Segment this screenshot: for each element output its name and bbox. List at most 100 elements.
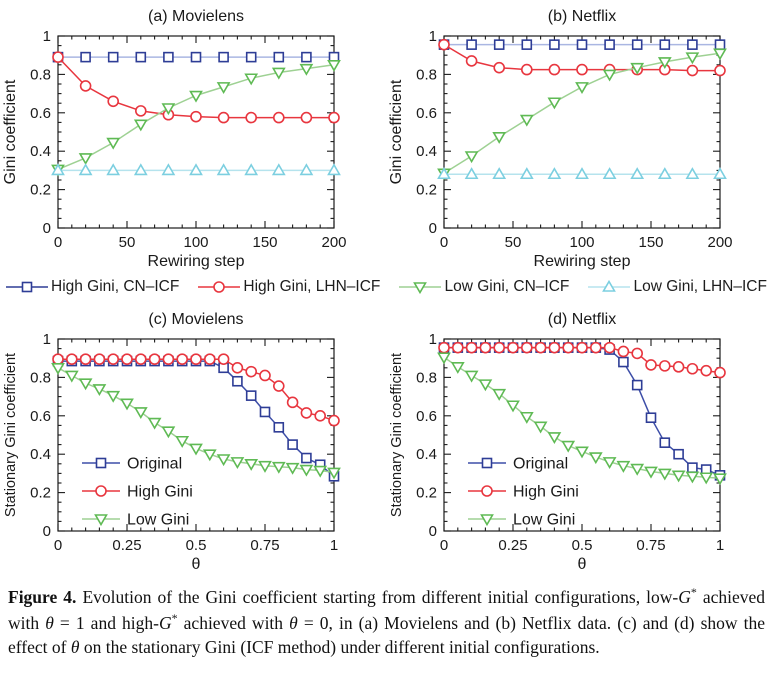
svg-text:0.8: 0.8 xyxy=(416,369,437,386)
svg-text:100: 100 xyxy=(183,234,208,251)
svg-text:Original: Original xyxy=(127,456,182,473)
svg-text:θ: θ xyxy=(578,556,587,573)
svg-text:50: 50 xyxy=(505,234,522,251)
svg-text:1: 1 xyxy=(429,28,437,45)
svg-text:0: 0 xyxy=(54,537,62,554)
svg-text:0: 0 xyxy=(43,523,51,540)
svg-text:0.8: 0.8 xyxy=(30,369,51,386)
svg-text:(d) Netflix: (d) Netflix xyxy=(548,311,616,328)
svg-text:0.5: 0.5 xyxy=(572,537,593,554)
svg-text:0.25: 0.25 xyxy=(498,537,527,554)
caption-segment: θ xyxy=(289,612,298,633)
svg-text:0.75: 0.75 xyxy=(636,537,665,554)
svg-text:0: 0 xyxy=(440,234,448,251)
svg-text:Rewiring step: Rewiring step xyxy=(534,253,631,270)
bottom-charts-row: 0 0.25 0.5 0.75 1 0 0.2 0.4 0.6 0.8 1 (c) Movielens… xyxy=(0,303,773,574)
svg-text:0.6: 0.6 xyxy=(416,408,437,425)
svg-text:0.4: 0.4 xyxy=(416,143,437,160)
chart-cell-b: 0 50 100 150 200 0 0.2 0.4 0.6 0.8 1 (b) Netflix Rew… xyxy=(386,0,772,271)
svg-text:High Gini: High Gini xyxy=(127,484,193,501)
svg-text:0.4: 0.4 xyxy=(30,446,51,463)
legend-item: High Gini, LHN–ICF xyxy=(198,278,380,296)
legend-item: Low Gini, CN–ICF xyxy=(399,278,569,296)
svg-text:0: 0 xyxy=(43,220,51,237)
legend-item-label: High Gini, CN–ICF xyxy=(51,278,180,295)
caption-segment: = 0, in (a) Movielens and (b) Netflix da… xyxy=(8,612,765,658)
svg-text:100: 100 xyxy=(569,234,594,251)
caption-segment: * xyxy=(690,585,697,599)
svg-text:0.8: 0.8 xyxy=(30,66,51,83)
legend-item-label: Low Gini, CN–ICF xyxy=(444,278,570,295)
chart-cell-a: 0 50 100 150 200 0 0.2 0.4 0.6 0.8 1 (a) Movielens R… xyxy=(0,0,386,271)
legend-item: Low Gini, LHN–ICF xyxy=(588,278,767,296)
svg-text:1: 1 xyxy=(43,28,51,45)
chart-cell-c: 0 0.25 0.5 0.75 1 0 0.2 0.4 0.6 0.8 1 (c) Movielens… xyxy=(0,303,386,574)
svg-text:Stationary Gini coefficient: Stationary Gini coefficient xyxy=(389,353,405,517)
chart-d-netflix-theta: 0 0.25 0.5 0.75 1 0 0.2 0.4 0.6 0.8 1 (d) Netflix θ S… xyxy=(389,311,727,573)
svg-text:Original: Original xyxy=(513,456,568,473)
svg-text:θ: θ xyxy=(192,556,201,573)
legend-item-label: High Gini, LHN–ICF xyxy=(243,278,381,295)
svg-text:0: 0 xyxy=(440,537,448,554)
svg-text:200: 200 xyxy=(707,234,732,251)
svg-text:150: 150 xyxy=(638,234,663,251)
svg-text:0.2: 0.2 xyxy=(30,182,51,199)
caption-segment: θ xyxy=(70,637,80,658)
svg-text:1: 1 xyxy=(716,537,724,554)
svg-text:Stationary Gini coefficient: Stationary Gini coefficient xyxy=(3,353,19,517)
svg-text:0: 0 xyxy=(429,523,437,540)
caption-segment: G xyxy=(678,586,691,607)
square-legend-sample-icon xyxy=(6,281,48,293)
svg-text:(a) Movielens: (a) Movielens xyxy=(148,8,244,25)
svg-text:1: 1 xyxy=(429,331,437,348)
caption-segment: θ xyxy=(45,612,54,633)
svg-text:0.6: 0.6 xyxy=(30,105,51,122)
svg-text:High Gini: High Gini xyxy=(513,484,579,501)
legend-item-label: Low Gini, LHN–ICF xyxy=(633,278,767,295)
shared-legend: High Gini, CN–ICF High Gini, LHN–ICF Low G… xyxy=(0,271,773,303)
svg-text:0.2: 0.2 xyxy=(416,485,437,502)
caption-segment: = 1 and high- xyxy=(53,612,159,633)
svg-text:(b) Netflix: (b) Netflix xyxy=(548,8,616,25)
svg-text:1: 1 xyxy=(43,331,51,348)
tri-up-legend-sample-icon xyxy=(588,280,631,292)
caption-segment: G xyxy=(158,612,172,633)
svg-text:0.4: 0.4 xyxy=(416,446,437,463)
chart-c-movielens-theta: 0 0.25 0.5 0.75 1 0 0.2 0.4 0.6 0.8 1 (c) Movielens… xyxy=(3,311,341,573)
svg-text:0.8: 0.8 xyxy=(416,66,437,83)
legend-item: High Gini, CN–ICF xyxy=(6,278,179,296)
svg-text:0.2: 0.2 xyxy=(30,485,51,502)
svg-text:Gini coefficient: Gini coefficient xyxy=(2,79,19,184)
svg-text:0.4: 0.4 xyxy=(30,143,51,160)
chart-a-movielens-rewiring: 0 50 100 150 200 0 0.2 0.4 0.6 0.8 1 (a) Movielens R… xyxy=(2,8,347,270)
circle-legend-sample-icon xyxy=(198,281,241,293)
chart-cell-d: 0 0.25 0.5 0.75 1 0 0.2 0.4 0.6 0.8 1 (d) Netflix θ S… xyxy=(386,303,772,574)
svg-text:0.5: 0.5 xyxy=(186,537,207,554)
top-charts-row: 0 50 100 150 200 0 0.2 0.4 0.6 0.8 1 (a) Movielens R… xyxy=(0,0,773,271)
svg-text:Gini coefficient: Gini coefficient xyxy=(388,79,405,184)
svg-text:50: 50 xyxy=(119,234,136,251)
svg-text:150: 150 xyxy=(252,234,277,251)
svg-text:Rewiring step: Rewiring step xyxy=(148,253,245,270)
caption-segment: achieved with xyxy=(177,612,290,633)
figure-caption: Figure 4. Evolution of the Gini coeffici… xyxy=(8,584,765,660)
caption-segment: on the stationary Gini (ICF method) unde… xyxy=(79,637,600,658)
svg-text:200: 200 xyxy=(321,234,346,251)
svg-text:0.75: 0.75 xyxy=(250,537,279,554)
caption-segment: Evolution of the Gini coefficient starti… xyxy=(76,586,679,607)
caption-segment: * xyxy=(171,610,178,625)
tri-down-legend-sample-icon xyxy=(399,282,442,294)
svg-text:0.2: 0.2 xyxy=(416,182,437,199)
svg-text:(c) Movielens: (c) Movielens xyxy=(148,311,243,328)
svg-text:0.25: 0.25 xyxy=(112,537,141,554)
svg-text:0.6: 0.6 xyxy=(30,408,51,425)
svg-text:1: 1 xyxy=(330,537,338,554)
svg-text:Low Gini: Low Gini xyxy=(127,512,189,529)
caption-segment: achieved with xyxy=(8,586,765,633)
svg-text:0.6: 0.6 xyxy=(416,105,437,122)
svg-text:0: 0 xyxy=(54,234,62,251)
svg-text:Low Gini: Low Gini xyxy=(513,512,575,529)
chart-b-netflix-rewiring: 0 50 100 150 200 0 0.2 0.4 0.6 0.8 1 (b) Netflix Rew… xyxy=(388,8,733,270)
svg-text:0: 0 xyxy=(429,220,437,237)
